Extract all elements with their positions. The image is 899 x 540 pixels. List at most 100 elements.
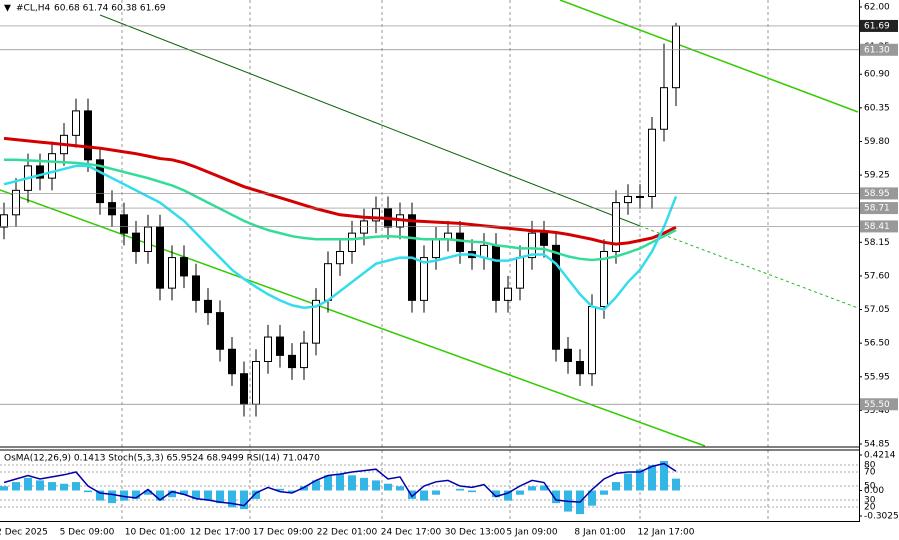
osma-bar: [84, 490, 92, 493]
level-tag: [860, 398, 898, 411]
osma-bar: [96, 490, 104, 501]
moving-average: [4, 158, 677, 262]
candle-body: [324, 263, 332, 301]
osma-bar: [288, 490, 296, 493]
x-tick-label: 22 Dec 01:00: [317, 528, 378, 538]
candle-body: [180, 257, 188, 277]
osma-bar: [456, 488, 464, 491]
level-label: 58.95: [864, 189, 890, 199]
rsi-tick-label: 80: [864, 461, 876, 471]
osma-bar: [24, 477, 32, 491]
x-tick-label: 17 Dec 09:00: [253, 528, 314, 538]
candle-body: [492, 244, 500, 301]
candle-body: [552, 244, 560, 350]
candle-body: [600, 250, 608, 307]
y-tick-label: 62.00: [864, 3, 890, 13]
candle-body: [348, 232, 356, 252]
candle-body: [204, 299, 212, 314]
candle-body: [168, 257, 176, 289]
level-label: 61.30: [864, 45, 890, 55]
candle-body: [96, 159, 104, 204]
x-tick-label: 8 Jan 01:00: [574, 528, 626, 538]
y-tick-label: 55.95: [864, 372, 890, 382]
osma-bar: [636, 469, 644, 491]
x-tick-label: 12 Dec 17:00: [190, 528, 251, 538]
y-tick-label: 59.25: [864, 171, 890, 181]
osma-bar: [36, 480, 44, 491]
candle-body: [360, 220, 368, 234]
osma-bar: [552, 490, 560, 504]
osma-bar: [360, 477, 368, 491]
osma-bar: [372, 480, 380, 491]
level-label: 55.50: [864, 400, 890, 410]
osma-bar: [408, 490, 416, 499]
candle-body: [672, 25, 680, 89]
osma-bar: [312, 480, 320, 491]
plot-area: [0, 22, 680, 417]
osma-bar: [348, 475, 356, 491]
osma-bar: [216, 490, 224, 504]
osma-bar: [300, 486, 308, 491]
x-tick-label: 5 Dec 09:00: [60, 528, 115, 538]
osma-bar: [432, 490, 440, 495]
x-tick-label: 30 Dec 13:00: [445, 528, 506, 538]
osma-bar: [324, 475, 332, 491]
osma-bar: [252, 490, 260, 499]
candle-body: [432, 238, 440, 259]
candle-body: [108, 202, 116, 216]
osma-bar: [120, 490, 128, 501]
osma-bar: [540, 485, 548, 491]
candle-body: [276, 336, 284, 356]
osma-bar: [492, 490, 500, 498]
candle-body: [264, 336, 272, 362]
candle-body: [624, 195, 632, 204]
candle-body: [72, 110, 80, 136]
osma-bar: [648, 465, 656, 491]
osma-bar: [60, 483, 68, 491]
x-tick-label: 5 Jan 09:00: [506, 528, 558, 538]
candle-body: [564, 348, 572, 362]
candle-body: [252, 360, 260, 405]
candle-body: [48, 153, 56, 179]
candle-body: [312, 299, 320, 344]
y-tick-label: 59.80: [864, 137, 890, 147]
candle-body: [576, 360, 584, 375]
ohlc-label: 60.68 61.74 60.38 61.69: [54, 4, 166, 14]
level-label: 58.41: [864, 222, 890, 232]
candle-body: [528, 232, 536, 259]
osma-bar: [0, 486, 8, 491]
osma-bar: [516, 490, 524, 495]
osma-bar: [72, 482, 80, 491]
y-tick-label: 56.50: [864, 339, 890, 349]
osma-bar: [228, 490, 236, 508]
x-tick-label: 2 Dec 2025: [0, 528, 48, 538]
osma-bar: [468, 490, 476, 493]
osma-bar: [108, 490, 116, 504]
osma-bar: [660, 461, 668, 491]
y-tick-label: 60.35: [864, 103, 890, 113]
osma-bar: [144, 490, 152, 495]
osma-bar: [12, 482, 20, 491]
level-label: 61.69: [864, 21, 890, 31]
osma-bar: [132, 490, 140, 499]
candle-body: [132, 232, 140, 252]
osma-bar: [384, 483, 392, 491]
candle-body: [648, 128, 656, 197]
level-tag: [860, 43, 898, 56]
osma-bar: [168, 490, 176, 498]
level-tag: [860, 19, 898, 32]
candle-body: [120, 214, 128, 234]
osma-bar: [600, 490, 608, 495]
osma-bar: [612, 482, 620, 491]
candle-body: [504, 287, 512, 301]
rsi-tick-label: 20: [864, 503, 876, 513]
rsi-tick-label: 70: [864, 468, 876, 478]
symbol: #CL,H4: [16, 4, 50, 14]
x-tick-label: 12 Jan 17:00: [638, 528, 695, 538]
level-tag: [860, 220, 898, 233]
candle-body: [540, 232, 548, 246]
moving-average: [3, 164, 678, 311]
rsi-line: [3, 462, 677, 507]
candle-body: [144, 226, 152, 252]
osma-bar: [192, 490, 200, 499]
